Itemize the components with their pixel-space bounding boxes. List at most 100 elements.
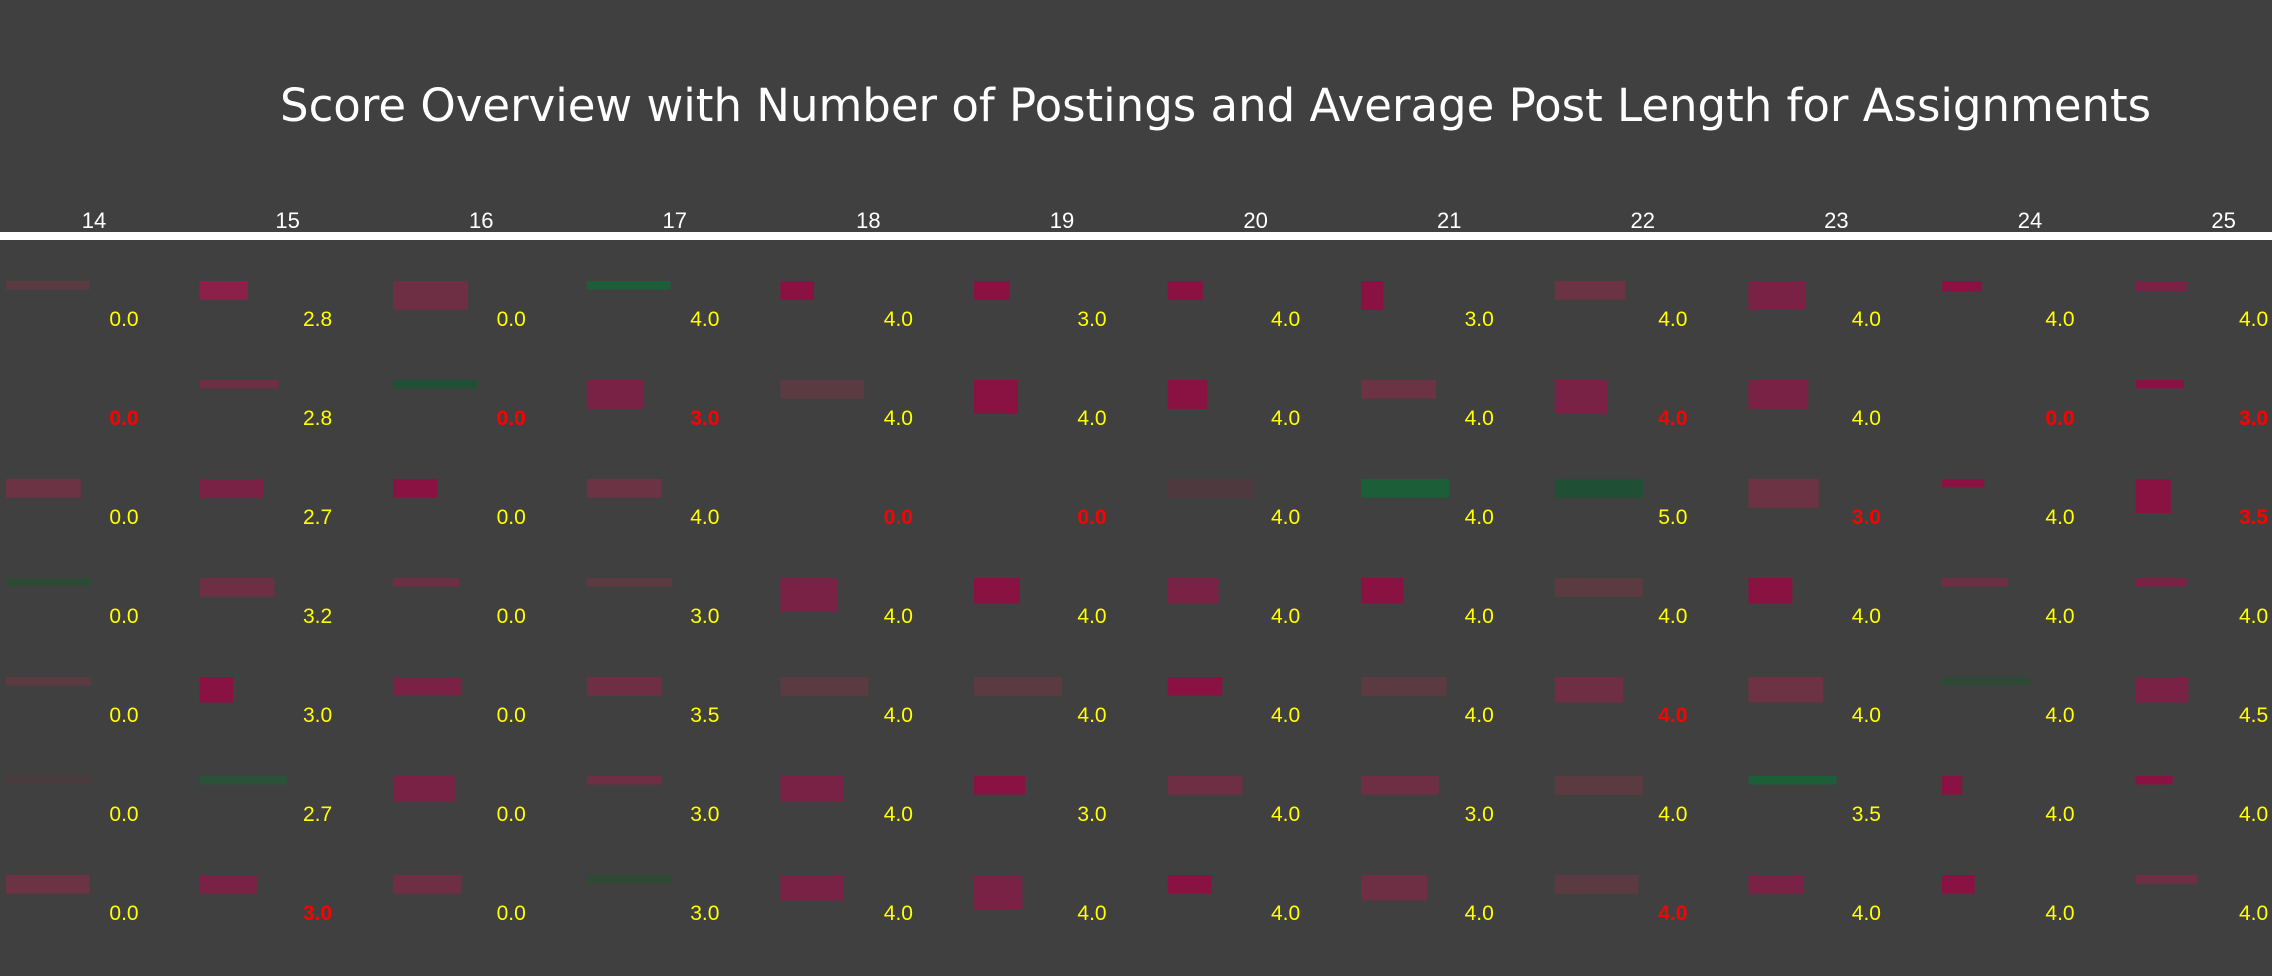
score-label: 4.0 xyxy=(2045,308,2074,331)
score-label: 4.0 xyxy=(1658,902,1687,925)
posting-bar xyxy=(393,281,468,310)
column-header-21: 21 xyxy=(1437,208,1461,233)
posting-bar xyxy=(974,578,1020,604)
score-label: 2.7 xyxy=(303,506,332,529)
score-label: 4.0 xyxy=(1271,704,1300,727)
posting-bar xyxy=(1167,281,1203,300)
score-label: 4.0 xyxy=(884,308,913,331)
posting-bar xyxy=(1942,677,2030,686)
score-label: 4.0 xyxy=(2239,308,2268,331)
score-label: 4.0 xyxy=(2239,605,2268,628)
column-header-18: 18 xyxy=(856,208,880,233)
posting-bar xyxy=(393,479,438,498)
posting-bar xyxy=(6,875,90,894)
score-label: 0.0 xyxy=(109,605,138,628)
score-label: 4.0 xyxy=(1271,308,1300,331)
heatmap-cells: 0.0 2.8 0.0 4.0 4.0 3.0 4.0 3.0 4.0 4.0 4.0 4.0 0.0 2… xyxy=(6,281,2269,925)
posting-bar xyxy=(586,776,662,785)
score-label: 4.0 xyxy=(1465,506,1494,529)
column-header-22: 22 xyxy=(1631,208,1655,233)
score-label: 4.0 xyxy=(1658,605,1687,628)
column-header-24: 24 xyxy=(2018,208,2042,233)
posting-bar xyxy=(199,875,257,894)
score-label: 4.0 xyxy=(1658,803,1687,826)
score-label: 4.0 xyxy=(1658,704,1687,727)
posting-bar xyxy=(199,677,233,703)
score-label: 3.0 xyxy=(1852,506,1881,529)
score-label: 4.0 xyxy=(2045,506,2074,529)
posting-bar xyxy=(586,875,673,884)
column-header-19: 19 xyxy=(1050,208,1074,233)
column-headers: 14 15 16 17 18 19 20 21 22 23 24 25 xyxy=(82,208,2236,233)
score-label: 0.0 xyxy=(109,506,138,529)
posting-bar xyxy=(393,578,460,587)
score-label: 4.0 xyxy=(1465,902,1494,925)
column-header-25: 25 xyxy=(2211,208,2235,233)
posting-bar xyxy=(780,776,844,802)
column-header-20: 20 xyxy=(1243,208,1267,233)
posting-bar xyxy=(1748,479,1819,508)
score-label: 3.0 xyxy=(1077,803,1106,826)
score-label: 4.0 xyxy=(1077,704,1106,727)
posting-bar xyxy=(2135,875,2198,884)
posting-bar xyxy=(1554,380,1608,414)
posting-bar xyxy=(1361,677,1447,696)
score-label: 3.0 xyxy=(2239,407,2268,430)
score-label: 0.0 xyxy=(109,407,138,430)
posting-bar xyxy=(1167,578,1219,604)
posting-bar xyxy=(1554,875,1639,894)
score-label: 3.5 xyxy=(690,704,719,727)
column-header-14: 14 xyxy=(82,208,106,233)
posting-bar xyxy=(1748,677,1824,703)
score-label: 4.0 xyxy=(1658,407,1687,430)
score-label: 4.0 xyxy=(1852,308,1881,331)
score-label: 4.0 xyxy=(884,902,913,925)
posting-bar xyxy=(6,776,92,785)
posting-bar xyxy=(1361,875,1428,901)
score-label: 4.0 xyxy=(1271,902,1300,925)
posting-bar xyxy=(2135,281,2187,292)
posting-bar xyxy=(974,677,1062,696)
score-label: 3.0 xyxy=(690,407,719,430)
score-label: 0.0 xyxy=(109,308,138,331)
score-label: 0.0 xyxy=(2045,407,2074,430)
posting-bar xyxy=(1942,479,1985,488)
score-label: 0.0 xyxy=(884,506,913,529)
column-header-15: 15 xyxy=(275,208,299,233)
score-label: 3.0 xyxy=(303,704,332,727)
posting-bar xyxy=(2135,677,2189,703)
posting-bar xyxy=(1361,479,1450,498)
score-label: 4.0 xyxy=(1852,704,1881,727)
posting-bar xyxy=(1361,281,1384,310)
column-header-23: 23 xyxy=(1824,208,1848,233)
posting-bar xyxy=(1748,875,1804,894)
score-label: 4.0 xyxy=(690,308,719,331)
posting-bar xyxy=(1361,380,1436,399)
posting-bar xyxy=(1361,776,1439,795)
posting-bar xyxy=(2135,380,2184,389)
posting-bar xyxy=(780,281,814,300)
posting-bar xyxy=(1554,281,1626,300)
score-label: 4.0 xyxy=(2045,605,2074,628)
posting-bar xyxy=(1942,875,1975,894)
posting-bar xyxy=(1167,875,1212,894)
score-label: 0.0 xyxy=(109,902,138,925)
score-label: 4.0 xyxy=(1465,704,1494,727)
score-label: 4.0 xyxy=(2239,902,2268,925)
score-label: 4.0 xyxy=(1077,605,1106,628)
score-label: 0.0 xyxy=(497,506,526,529)
posting-bar xyxy=(6,578,92,587)
score-label: 4.0 xyxy=(1271,605,1300,628)
score-label: 3.2 xyxy=(303,605,332,628)
posting-bar xyxy=(780,380,864,399)
score-label: 2.7 xyxy=(303,803,332,826)
posting-bar xyxy=(1748,578,1793,604)
score-label: 4.0 xyxy=(1658,308,1687,331)
posting-bar xyxy=(780,677,869,696)
posting-bar xyxy=(586,479,662,498)
score-label: 0.0 xyxy=(1077,506,1106,529)
posting-bar xyxy=(2135,479,2171,513)
posting-bar xyxy=(393,875,462,894)
posting-bar xyxy=(586,281,671,290)
